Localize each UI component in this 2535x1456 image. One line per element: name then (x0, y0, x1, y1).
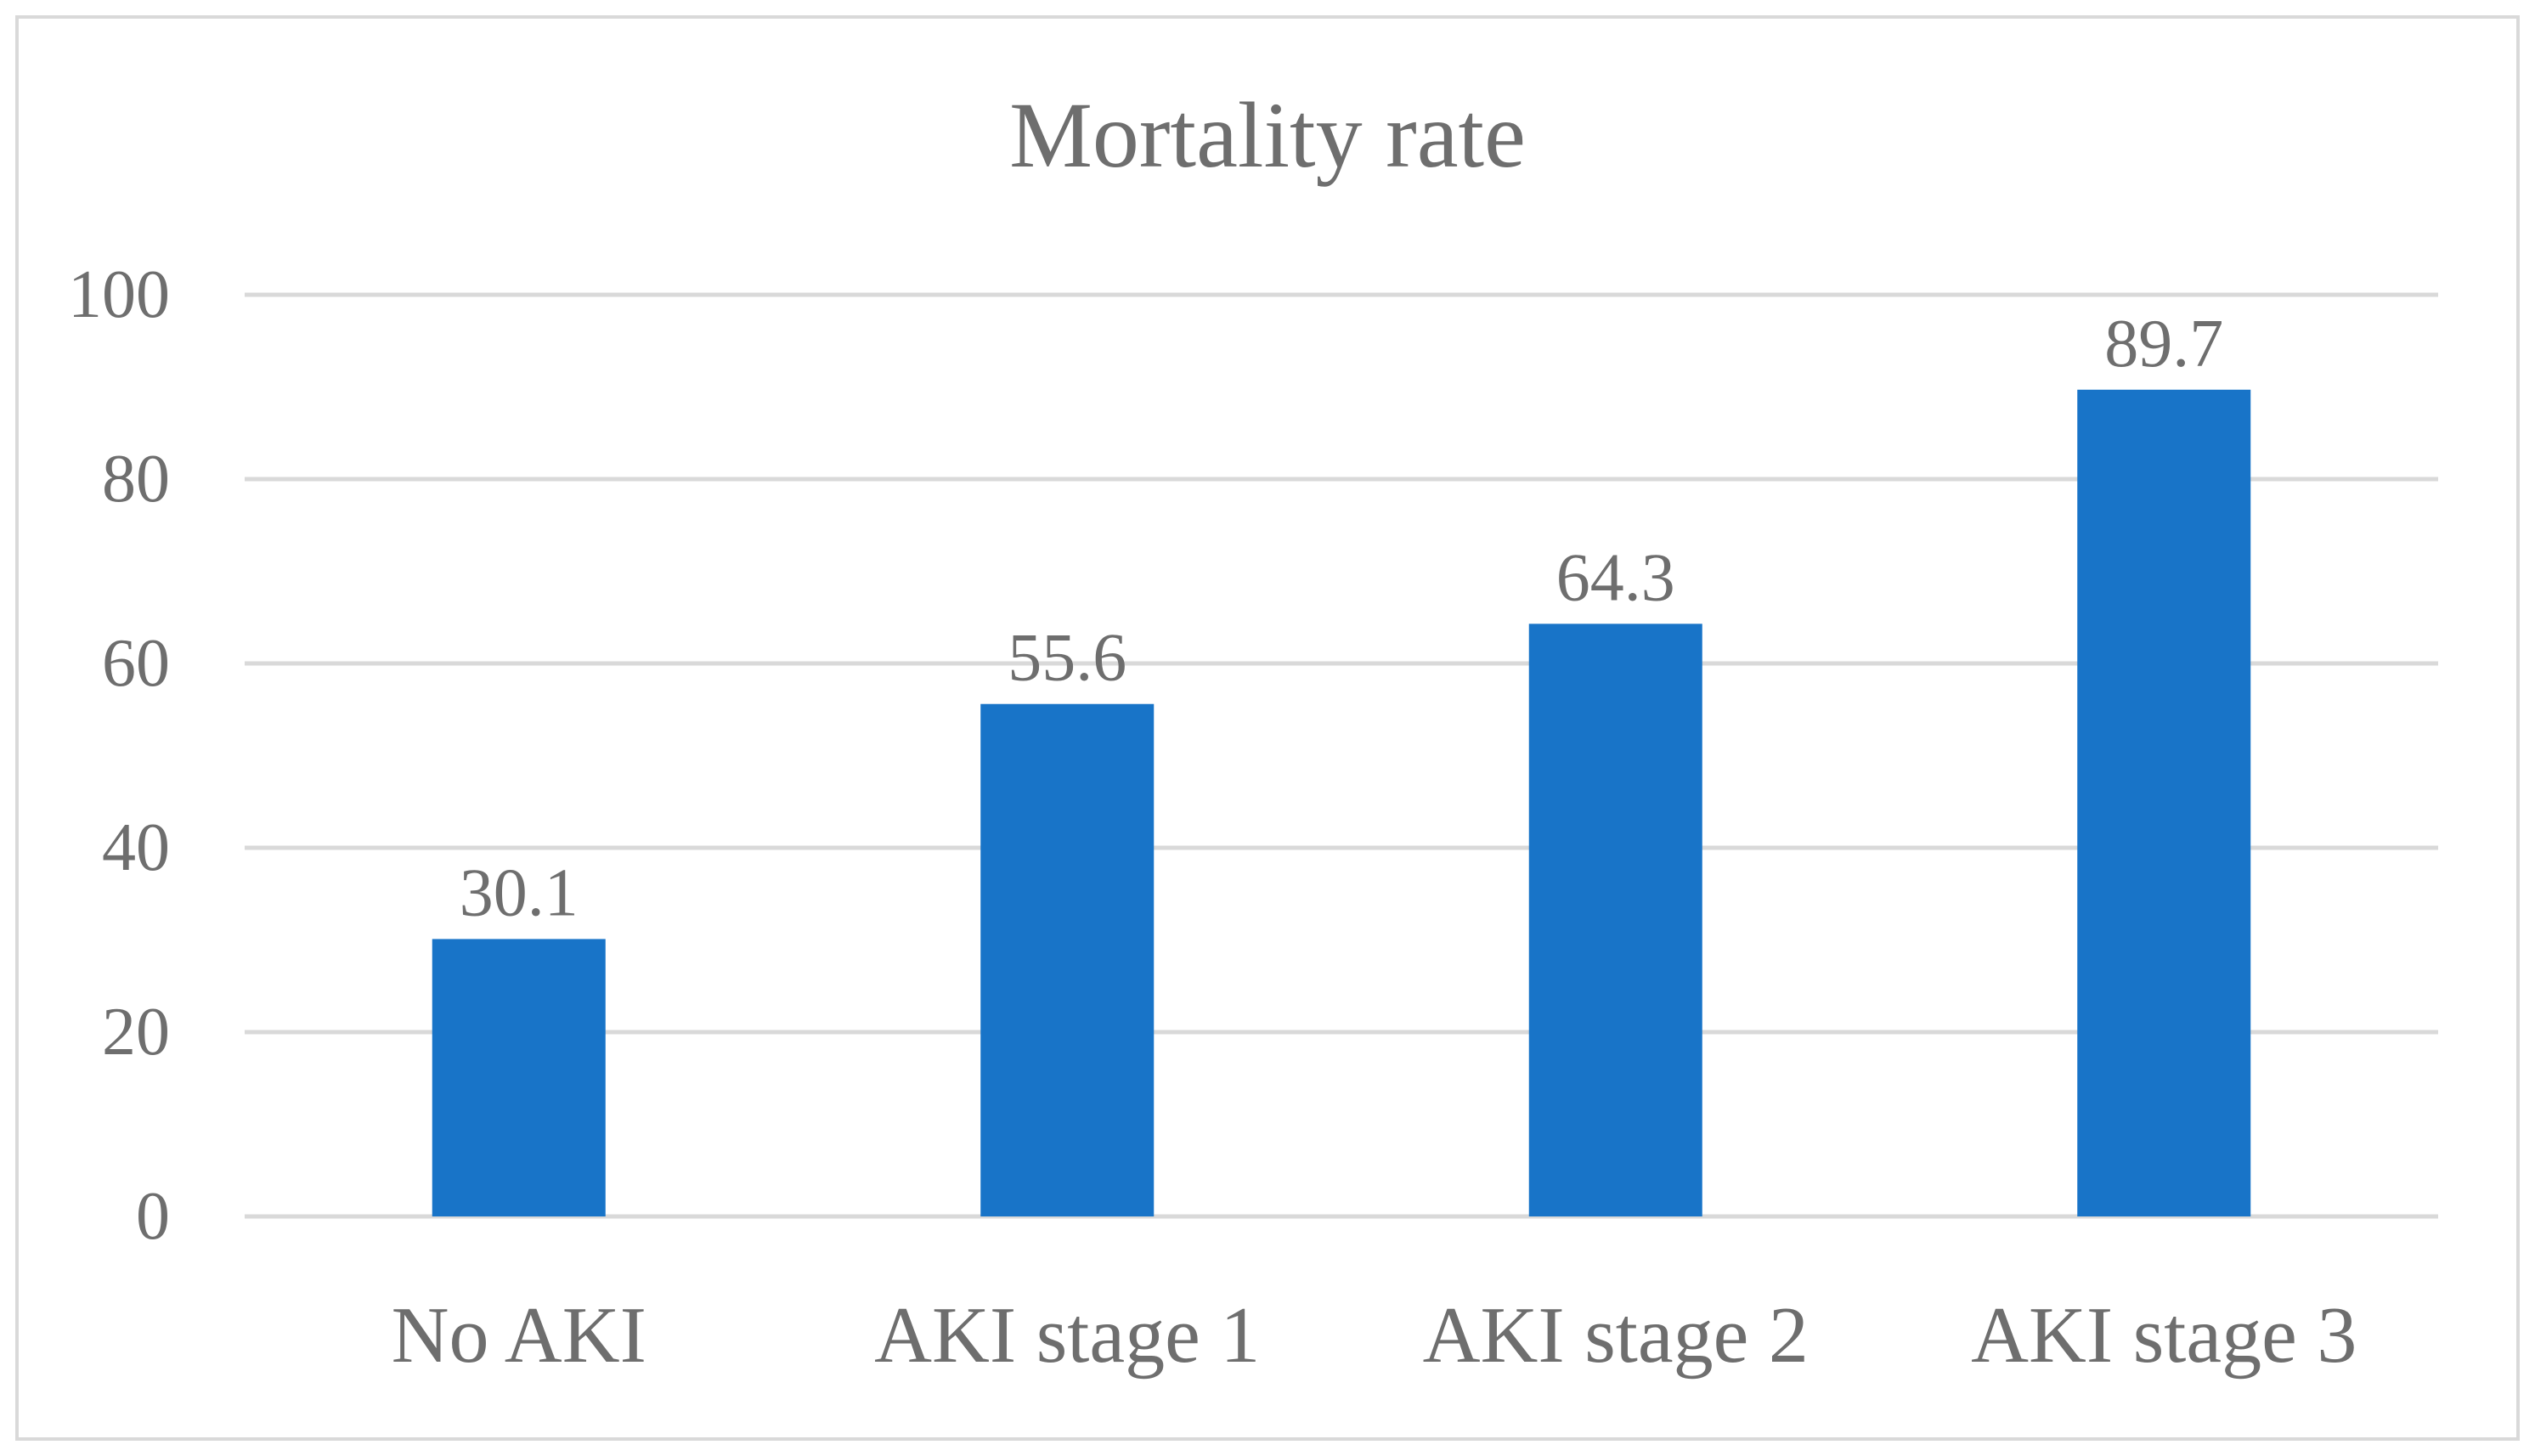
bar (1528, 624, 1702, 1216)
x-tick-label: AKI stage 3 (1971, 1291, 2357, 1380)
y-axis-tick-labels: 0 20 40 60 80 100 (68, 257, 170, 1254)
x-tick-label: AKI stage 1 (874, 1291, 1260, 1380)
y-tick-label: 0 (136, 1179, 170, 1254)
bar (980, 703, 1155, 1216)
y-tick-label: 60 (102, 626, 170, 701)
gridlines (245, 292, 2438, 1219)
data-label: 89.7 (2104, 307, 2223, 381)
bar (2077, 389, 2251, 1216)
y-tick-label: 40 (102, 810, 170, 885)
chart-title: Mortality rate (1009, 83, 1526, 187)
y-tick-label: 80 (102, 442, 170, 516)
data-labels: 30.1 55.6 64.3 89.7 (460, 307, 2224, 931)
data-label: 30.1 (460, 855, 579, 930)
bars (432, 389, 2251, 1216)
x-axis-tick-labels: No AKI AKI stage 1 AKI stage 2 AKI stage 3 (392, 1291, 2357, 1380)
x-tick-label: AKI stage 2 (1423, 1291, 1809, 1380)
data-label: 64.3 (1556, 540, 1675, 615)
y-tick-label: 100 (68, 257, 170, 332)
bar (432, 939, 606, 1216)
x-tick-label: No AKI (392, 1291, 646, 1380)
data-label: 55.6 (1008, 621, 1126, 696)
y-tick-label: 20 (102, 995, 170, 1069)
